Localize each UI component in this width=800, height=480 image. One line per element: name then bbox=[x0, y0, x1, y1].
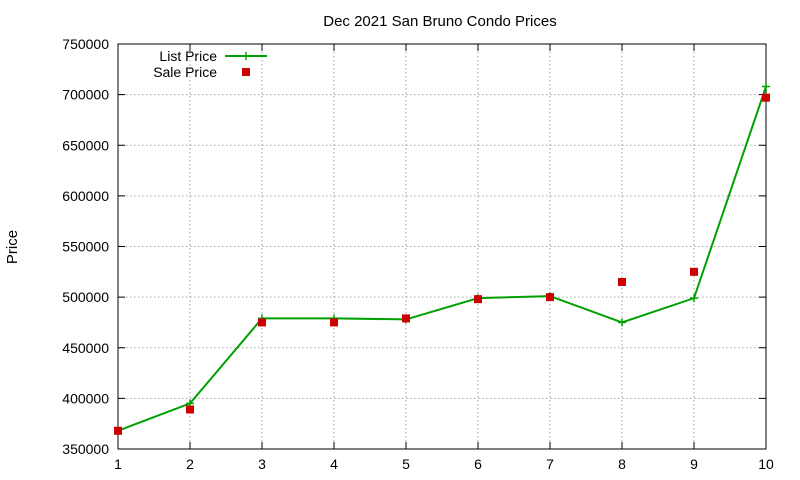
legend-marker-sale-price bbox=[242, 68, 250, 76]
sale-price-point bbox=[546, 293, 554, 302]
y-tick-label: 500000 bbox=[62, 289, 109, 305]
sale-price-point bbox=[330, 318, 338, 327]
y-tick-label: 700000 bbox=[62, 87, 109, 103]
y-tick-label: 550000 bbox=[62, 239, 109, 255]
x-tick-label: 8 bbox=[618, 456, 626, 472]
legend-marker-list-price bbox=[242, 52, 250, 60]
y-axis-ticks: 350000 400000 450000 500000 550000 600000 6500… bbox=[62, 36, 766, 457]
y-tick-label: 400000 bbox=[62, 390, 109, 406]
list-price-point bbox=[690, 294, 698, 303]
x-tick-label: 2 bbox=[186, 456, 194, 472]
sale-price-point bbox=[690, 267, 698, 276]
x-tick-label: 4 bbox=[330, 456, 338, 472]
y-axis-label: Price bbox=[4, 230, 21, 264]
list-price-point bbox=[762, 82, 770, 91]
legend-label-list-price: List Price bbox=[159, 48, 217, 64]
sale-price-point bbox=[762, 93, 770, 102]
sale-price-point bbox=[114, 426, 122, 435]
x-tick-label: 6 bbox=[474, 456, 482, 472]
series-layer bbox=[114, 82, 770, 435]
x-tick-label: 1 bbox=[114, 456, 122, 472]
x-tick-label: 7 bbox=[546, 456, 554, 472]
x-tick-label: 10 bbox=[758, 456, 774, 472]
legend-label-sale-price: Sale Price bbox=[153, 64, 217, 80]
list-price-line bbox=[117, 86, 767, 432]
sale-price-point bbox=[402, 314, 410, 323]
y-tick-label: 650000 bbox=[62, 137, 109, 153]
sale-price-point bbox=[618, 277, 626, 286]
y-tick-label: 450000 bbox=[62, 340, 109, 356]
y-tick-label: 350000 bbox=[62, 441, 109, 457]
chart-title: Dec 2021 San Bruno Condo Prices bbox=[323, 13, 556, 30]
y-tick-label: 750000 bbox=[62, 36, 109, 52]
sale-price-point bbox=[258, 318, 266, 327]
x-tick-label: 3 bbox=[258, 456, 266, 472]
x-tick-label: 9 bbox=[690, 456, 698, 472]
x-axis-ticks: 1 2 3 4 5 6 7 8 9 10 bbox=[114, 44, 774, 472]
grid bbox=[118, 44, 766, 449]
x-tick-label: 5 bbox=[402, 456, 410, 472]
sale-price-point bbox=[186, 405, 194, 414]
list-price-point bbox=[618, 318, 626, 327]
y-tick-label: 600000 bbox=[62, 188, 109, 204]
sale-price-point bbox=[474, 295, 482, 304]
